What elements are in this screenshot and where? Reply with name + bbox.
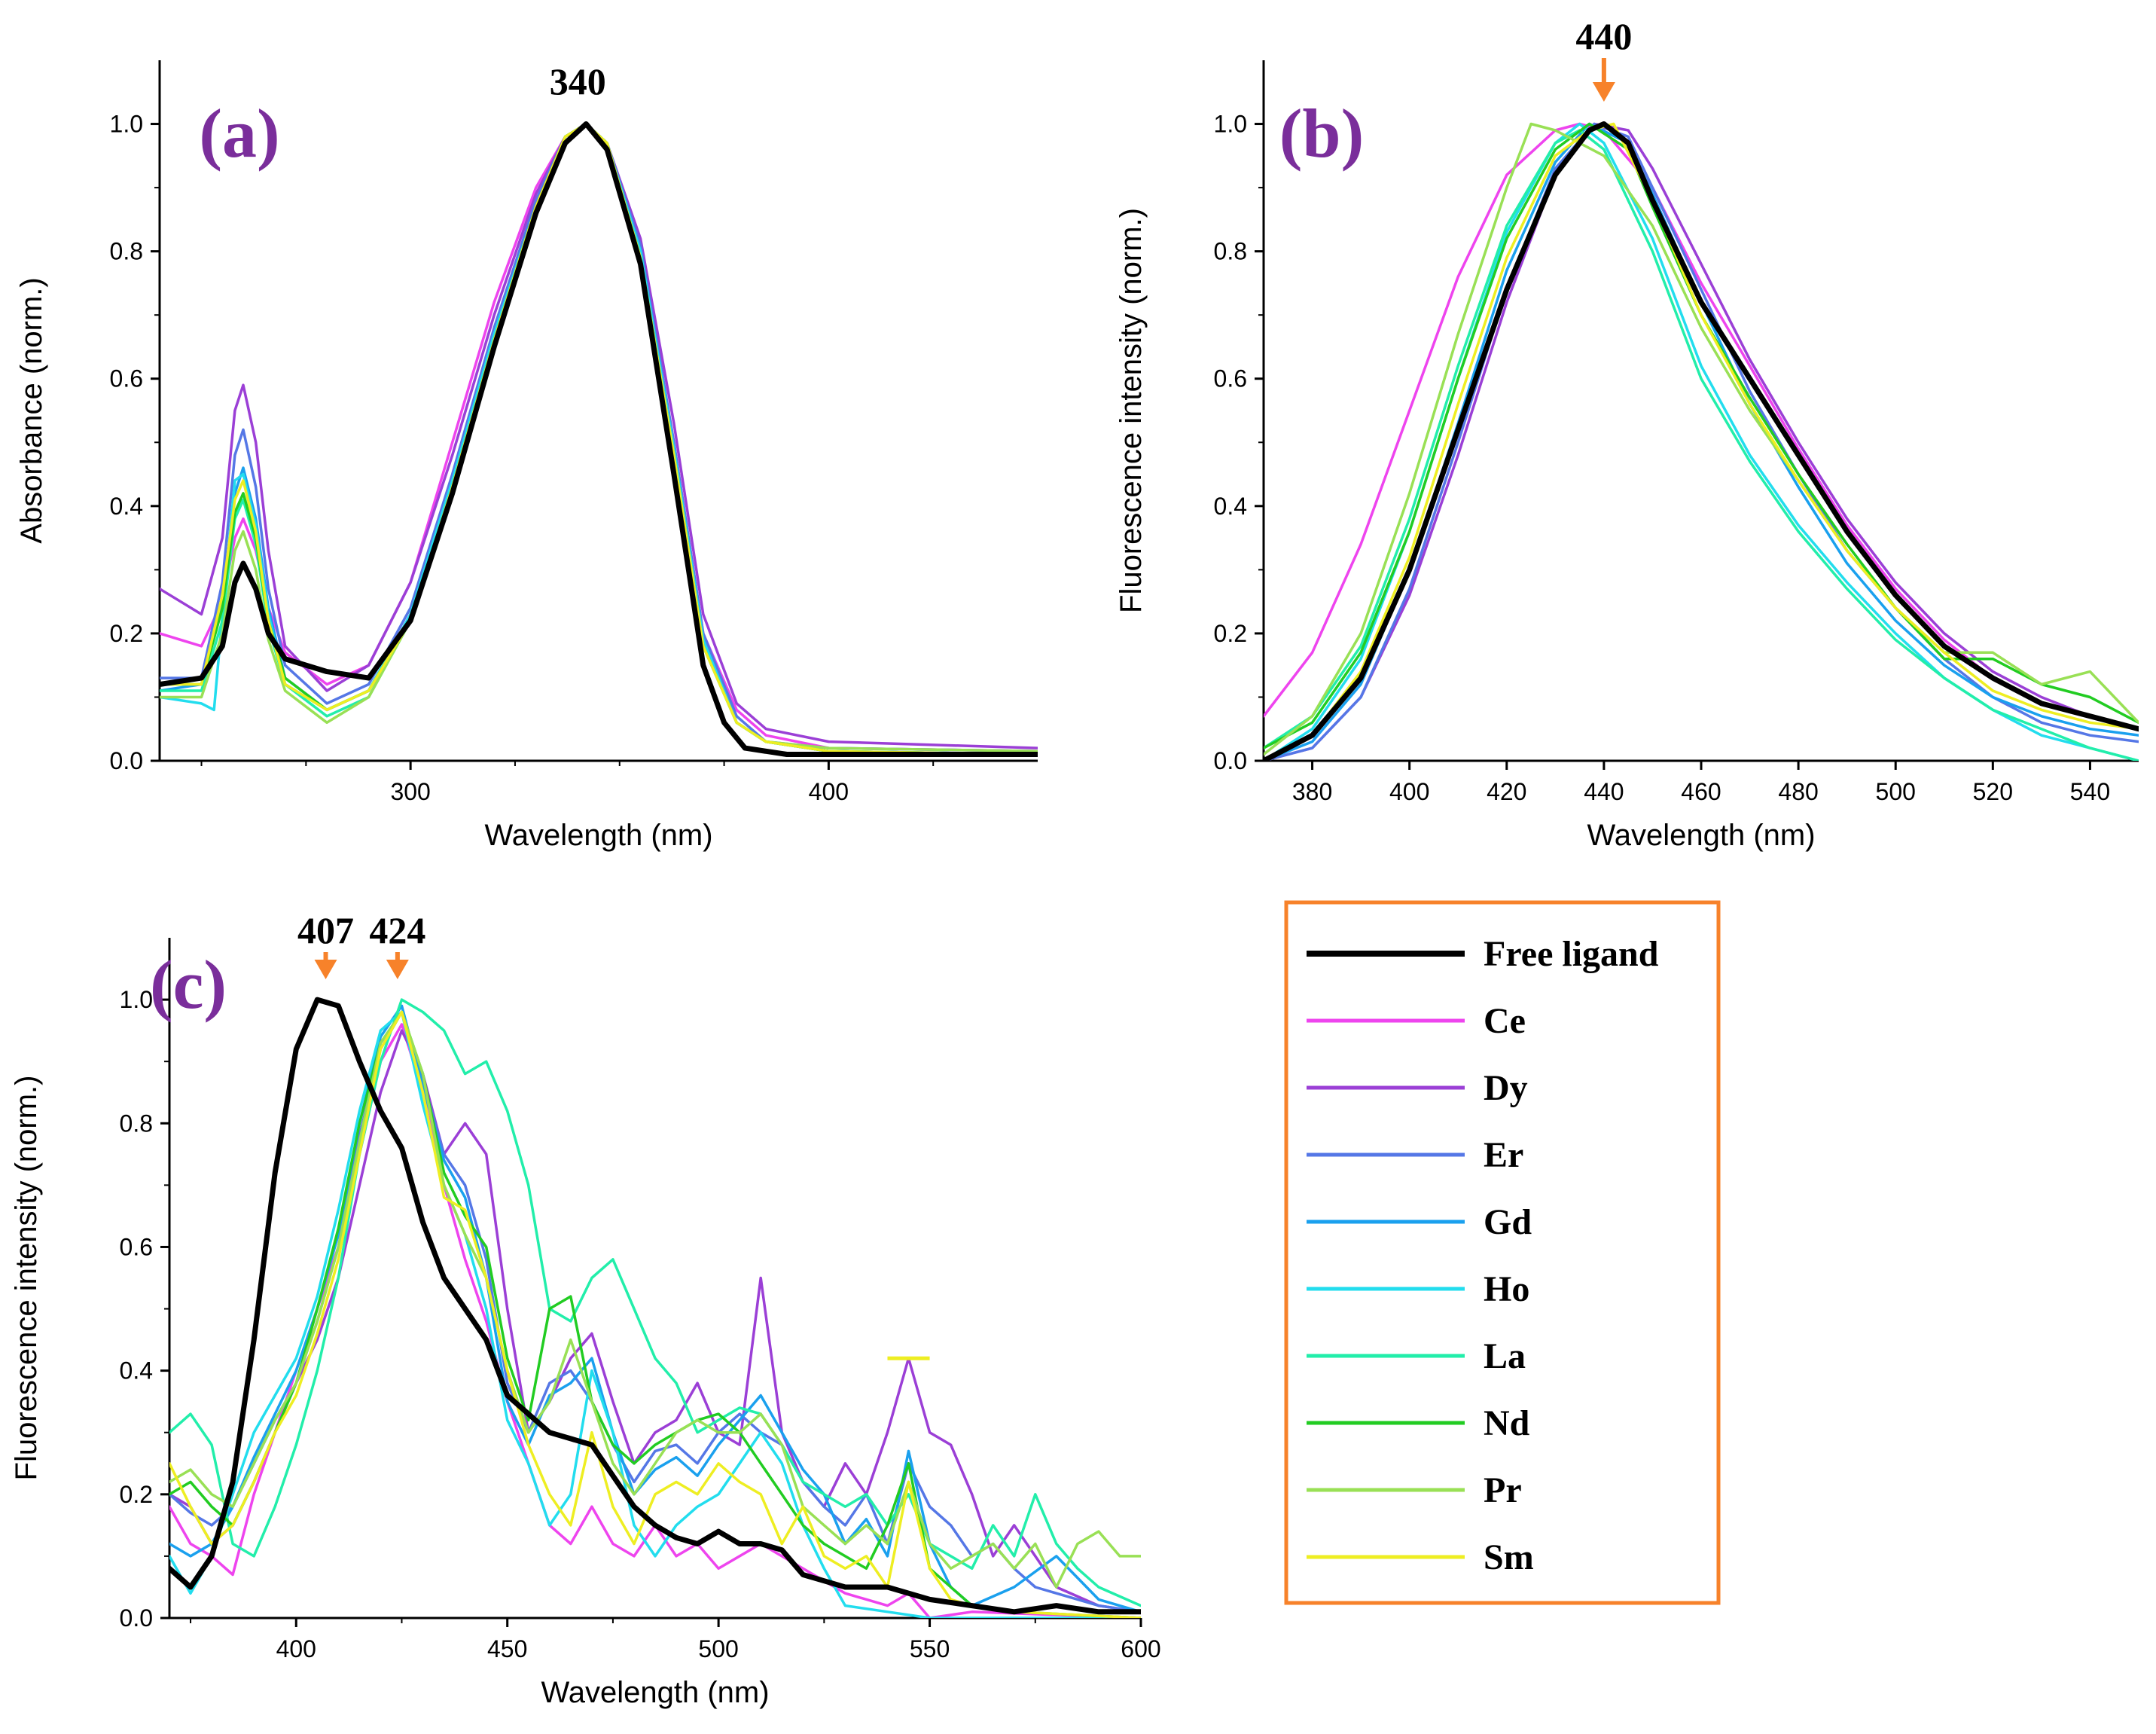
series-line-ce <box>160 122 1038 753</box>
series-line-free-ligand <box>1264 121 2139 761</box>
y-tick-label: 0.8 <box>1214 238 1247 265</box>
y-axis-title: Fluorescence intensity (norm.) <box>1115 208 1148 613</box>
x-tick-label: 480 <box>1778 778 1818 805</box>
y-tick-label: 1.0 <box>110 111 143 138</box>
legend-label: Nd <box>1484 1403 1530 1443</box>
x-axis-title: Wavelength (nm) <box>1587 819 1815 852</box>
x-axis-title: Wavelength (nm) <box>484 819 712 852</box>
panel-label: (a) <box>199 95 279 172</box>
series-line-dy <box>1264 122 2139 761</box>
y-tick-label: 0.0 <box>1214 747 1247 774</box>
x-tick-label: 400 <box>809 778 849 805</box>
series-line-pr <box>1264 122 2139 756</box>
legend-label: Pr <box>1484 1470 1522 1510</box>
series-group <box>1264 121 2139 761</box>
series-line-dy <box>160 122 1038 749</box>
x-tick-label: 380 <box>1292 778 1332 805</box>
panel-b: 0.0 0.2 0.4 0.6 0.8 1.0 380 400 420 440 460 480 500 5… <box>1115 15 2139 852</box>
series-line-gd <box>169 1004 1141 1613</box>
y-tick-label: 0.0 <box>110 747 143 774</box>
series-line-free-ligand <box>169 997 1141 1615</box>
panel-label: (c) <box>150 946 227 1023</box>
x-tick-label: 500 <box>698 1635 738 1662</box>
series-group <box>160 121 1038 757</box>
y-tick-label: 0.2 <box>110 620 143 647</box>
series-line-ce <box>1264 122 2139 731</box>
x-tick-label: 400 <box>276 1635 316 1662</box>
x-tick-label: 450 <box>487 1635 527 1662</box>
legend-label: La <box>1484 1336 1526 1376</box>
series-group <box>169 997 1141 1618</box>
legend-label: Sm <box>1484 1537 1534 1577</box>
series-line-pr <box>169 1010 1141 1589</box>
legend-label: Er <box>1484 1135 1523 1175</box>
x-axis-title: Wavelength (nm) <box>541 1676 769 1709</box>
y-tick-label: 0.6 <box>1214 365 1247 392</box>
y-tick-label: 0.4 <box>120 1357 153 1384</box>
series-line-er <box>160 122 1038 753</box>
panel-label: (b) <box>1279 95 1364 172</box>
x-tick-label: 460 <box>1681 778 1721 805</box>
x-tick-label: 440 <box>1584 778 1624 805</box>
panel-a: 0.0 0.2 0.4 0.6 0.8 1.0 300 400 Wavelength (nm) A… <box>15 60 1038 852</box>
peak-arrow-head <box>314 960 337 979</box>
y-axis-title: Fluorescence intensity (norm.) <box>10 1076 43 1481</box>
x-tick-label: 600 <box>1121 1635 1160 1662</box>
y-tick-label: 0.8 <box>120 1110 153 1137</box>
peak-arrow-head <box>1592 82 1615 102</box>
y-tick-label: 0.0 <box>120 1604 153 1632</box>
legend-label: Ho <box>1484 1269 1529 1309</box>
legend-label: Free ligand <box>1484 934 1659 974</box>
y-tick-label: 0.2 <box>1214 620 1247 647</box>
series-line-free-ligand <box>160 121 1038 757</box>
y-tick-label: 1.0 <box>120 986 153 1013</box>
y-tick-label: 0.6 <box>110 365 143 392</box>
y-tick-label: 0.6 <box>120 1233 153 1260</box>
y-tick-label: 0.2 <box>120 1481 153 1508</box>
legend-label: Ce <box>1484 1001 1526 1041</box>
peak-label: 407 <box>297 909 354 951</box>
x-tick-label: 420 <box>1487 778 1526 805</box>
series-line-nd <box>1264 122 2139 749</box>
legend-label: Dy <box>1484 1068 1528 1108</box>
x-tick-label: 500 <box>1876 778 1916 805</box>
y-axis-title: Absorbance (norm.) <box>15 277 48 543</box>
series-line-sm <box>169 1010 1141 1618</box>
x-tick-label: 400 <box>1389 778 1429 805</box>
x-tick-label: 520 <box>1973 778 2013 805</box>
series-line-la <box>1264 129 2139 761</box>
y-tick-label: 0.4 <box>1214 493 1247 520</box>
series-line-ho <box>169 1010 1141 1618</box>
y-tick-label: 1.0 <box>1214 111 1247 138</box>
peak-arrow-head <box>386 960 409 979</box>
legend: Free ligand Ce Dy Er Gd Ho La Nd Pr Sm <box>1284 900 1721 1605</box>
peak-label: 340 <box>550 60 606 102</box>
x-tick-label: 540 <box>2070 778 2110 805</box>
x-tick-label: 550 <box>910 1635 950 1662</box>
legend-label: Gd <box>1484 1202 1532 1242</box>
panel-c: 0.0 0.2 0.4 0.6 0.8 1.0 400 450 500 550 600 Wavelen… <box>10 909 1161 1709</box>
peak-label: 424 <box>369 909 425 951</box>
x-tick-label: 300 <box>390 778 430 805</box>
series-line-sm <box>1264 122 2139 761</box>
y-tick-label: 0.4 <box>110 493 143 520</box>
y-tick-label: 0.8 <box>110 238 143 265</box>
peak-label: 440 <box>1575 15 1632 57</box>
